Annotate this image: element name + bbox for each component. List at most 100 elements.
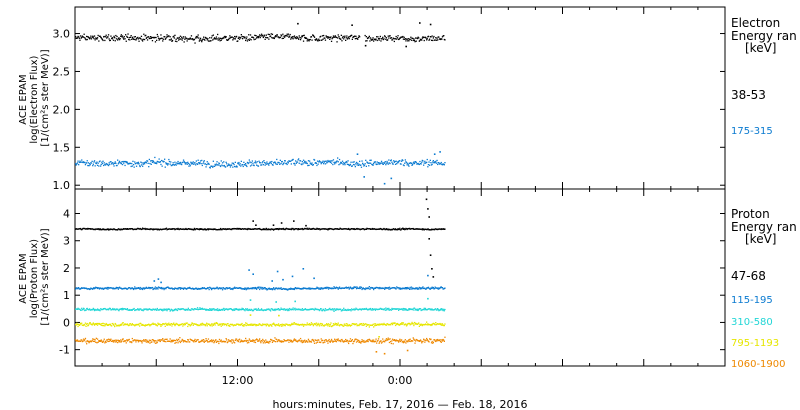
- data-point: [174, 339, 177, 342]
- data-point: [158, 39, 160, 41]
- data-point: [81, 36, 83, 38]
- data-point: [155, 36, 157, 39]
- data-point: [218, 37, 220, 39]
- data-point: [306, 322, 308, 324]
- data-point: [409, 324, 411, 326]
- data-point: [266, 37, 268, 39]
- data-point: [89, 37, 91, 39]
- data-point: [278, 339, 280, 341]
- data-point: [261, 162, 263, 164]
- data-point: [242, 308, 244, 310]
- data-point: [374, 325, 376, 327]
- data-point: [145, 37, 147, 39]
- data-point: [192, 38, 194, 40]
- ytick-label: 1.5: [53, 141, 71, 154]
- data-point: [79, 160, 81, 162]
- data-point: [361, 339, 363, 341]
- data-point: [353, 308, 355, 310]
- data-point: [369, 162, 372, 164]
- data-point: [417, 309, 419, 312]
- data-point: [150, 36, 152, 38]
- data-point: [215, 38, 217, 40]
- data-point: [435, 322, 437, 324]
- data-point: [374, 308, 376, 310]
- data-point: [276, 34, 278, 36]
- data-point: [407, 341, 409, 343]
- data-point: [265, 34, 267, 36]
- data-point: [145, 162, 147, 164]
- data-point: [320, 338, 322, 340]
- data-point: [84, 337, 87, 340]
- data-point: [195, 287, 197, 289]
- data-point: [344, 340, 346, 342]
- data-point: [336, 160, 338, 162]
- data-point: [302, 288, 304, 290]
- data-point: [125, 340, 127, 342]
- data-point: [126, 162, 129, 164]
- data-point: [398, 341, 400, 343]
- data-point: [438, 310, 440, 312]
- data-point: [248, 159, 250, 161]
- data-point: [229, 166, 232, 168]
- data-point: [75, 164, 77, 166]
- data-point: [145, 34, 147, 36]
- data-point: [293, 288, 295, 290]
- data-point: [310, 163, 312, 165]
- data-point: [290, 287, 292, 289]
- data-point: [277, 340, 279, 342]
- data-point: [165, 308, 168, 310]
- data-point: [251, 309, 253, 311]
- data-point: [136, 287, 138, 289]
- data-point: [259, 287, 261, 289]
- data-point: [376, 287, 378, 289]
- data-point: [293, 35, 296, 37]
- data-point: [156, 162, 158, 165]
- data-point-spike: [305, 224, 307, 227]
- data-point: [427, 339, 429, 342]
- data-point: [165, 322, 167, 324]
- data-point: [382, 163, 384, 165]
- data-point: [168, 35, 170, 37]
- data-point: [355, 161, 358, 164]
- data-point: [273, 37, 275, 39]
- data-point: [93, 309, 96, 312]
- data-point: [301, 339, 303, 342]
- data-point: [101, 324, 104, 327]
- data-point: [321, 35, 324, 37]
- data-point: [426, 39, 428, 41]
- data-point: [328, 338, 330, 341]
- data-point: [78, 228, 80, 230]
- data-point: [271, 325, 273, 327]
- data-point: [363, 339, 365, 342]
- data-point: [320, 341, 322, 344]
- data-point: [253, 164, 255, 167]
- data-point: [170, 341, 172, 343]
- data-point: [181, 323, 183, 326]
- data-point: [181, 338, 183, 341]
- data-point: [398, 288, 400, 290]
- data-point: [129, 228, 132, 230]
- data-point: [194, 162, 196, 164]
- data-point: [415, 161, 417, 163]
- data-point: [84, 339, 86, 341]
- data-point: [418, 163, 420, 166]
- data-point: [439, 339, 441, 341]
- data-point: [376, 163, 378, 166]
- data-point: [330, 322, 332, 324]
- data-point: [213, 37, 216, 39]
- data-point: [162, 340, 164, 342]
- data-point: [132, 37, 134, 40]
- data-point: [420, 163, 422, 165]
- data-point: [316, 286, 318, 288]
- data-point: [421, 342, 423, 344]
- data-point: [409, 162, 411, 164]
- data-point: [232, 162, 235, 164]
- data-point: [121, 324, 123, 326]
- data-point: [421, 288, 423, 290]
- data-point: [167, 323, 169, 325]
- data-point: [182, 325, 184, 327]
- data-point: [387, 307, 389, 310]
- data-point: [140, 161, 142, 163]
- data-point: [388, 286, 391, 288]
- data-point: [135, 38, 138, 40]
